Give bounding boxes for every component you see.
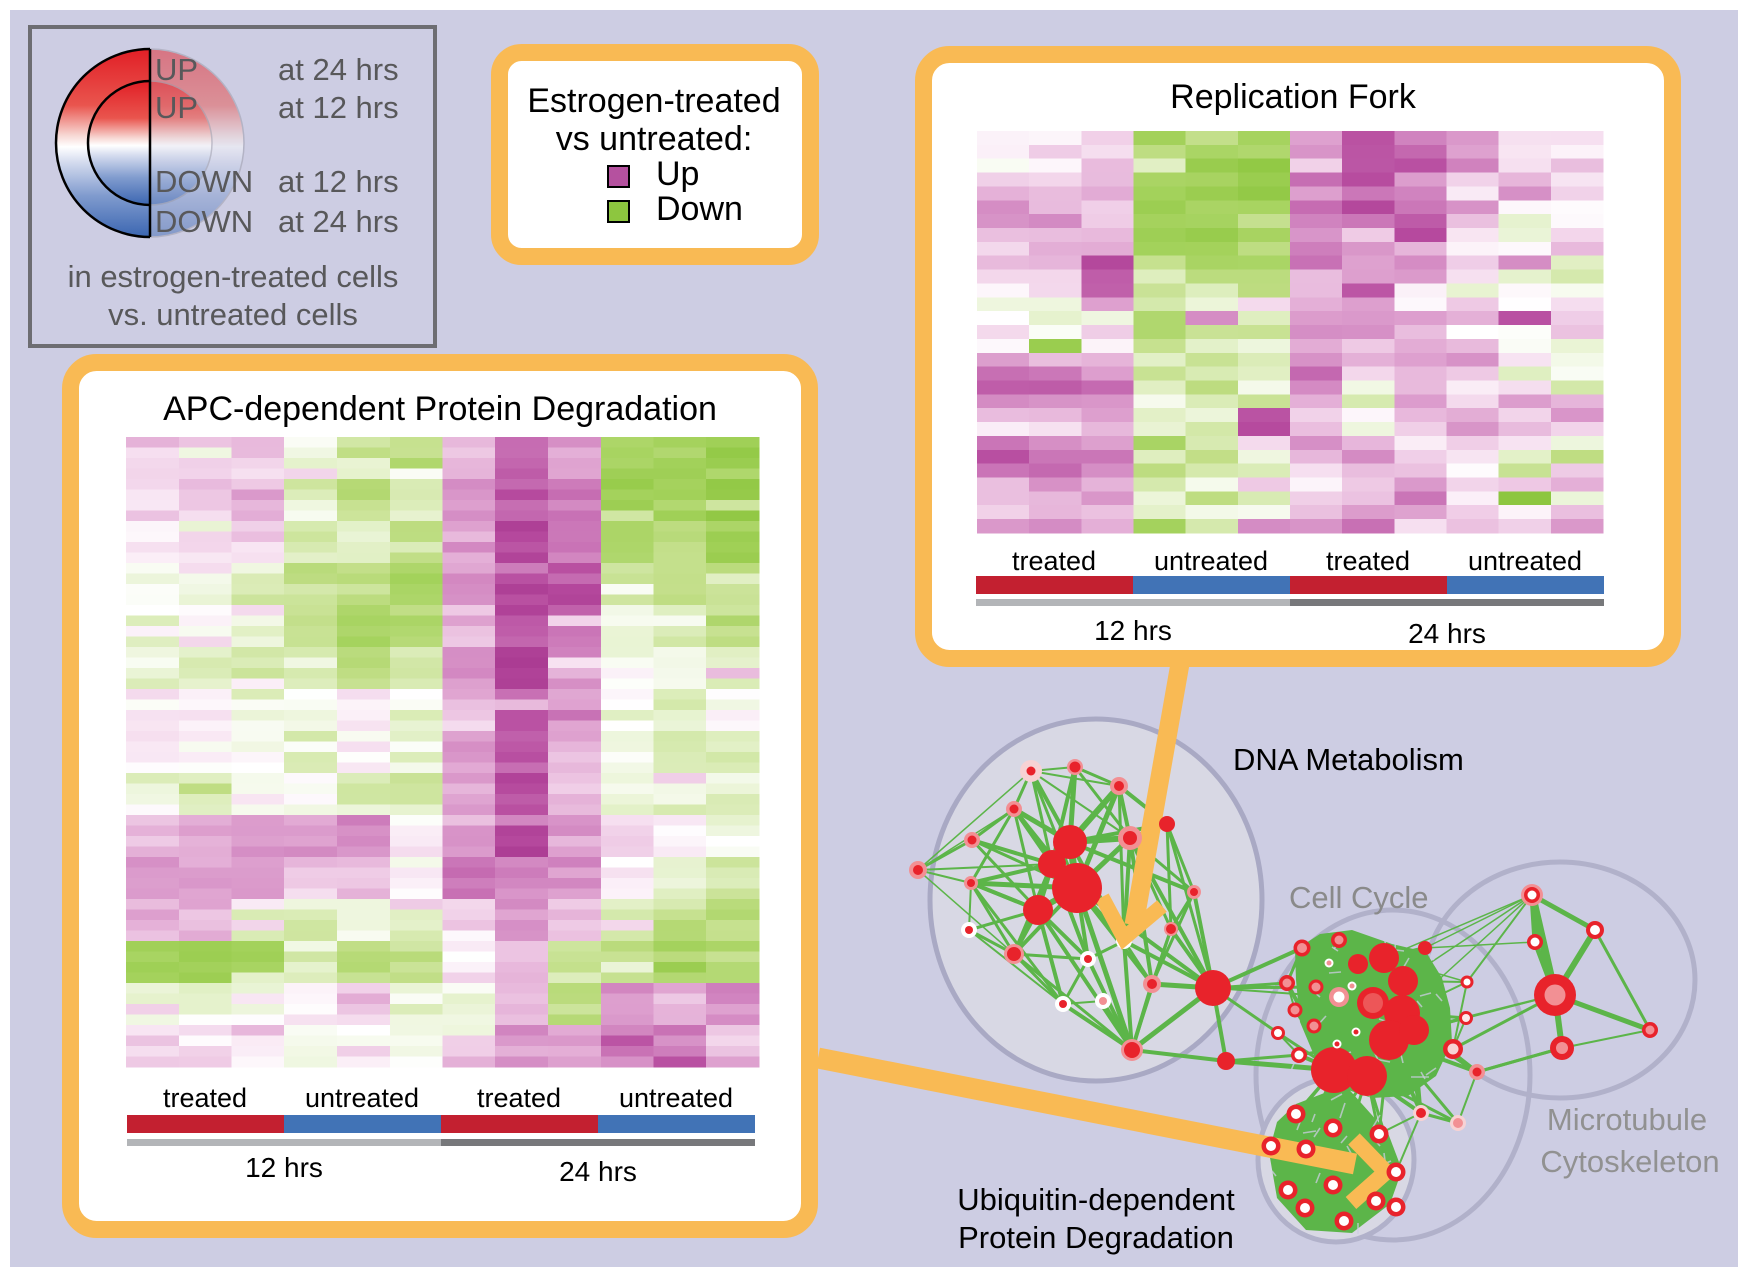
svg-text:Up: Up (656, 155, 699, 193)
svg-text:untreated: untreated (305, 1083, 419, 1113)
svg-text:Replication Fork: Replication Fork (1170, 78, 1417, 116)
svg-text:untreated: untreated (1154, 546, 1268, 576)
svg-text:untreated: untreated (619, 1083, 733, 1113)
svg-text:treated: treated (1326, 546, 1410, 576)
svg-text:DOWN: DOWN (155, 204, 253, 239)
svg-text:vs untreated:: vs untreated: (556, 120, 753, 158)
svg-text:24 hrs: 24 hrs (1408, 618, 1486, 649)
svg-text:Estrogen-treated: Estrogen-treated (527, 82, 780, 120)
svg-text:treated: treated (163, 1083, 247, 1113)
svg-text:at 12 hrs: at 12 hrs (278, 90, 399, 125)
svg-text:Down: Down (656, 190, 743, 228)
svg-text:Cell Cycle: Cell Cycle (1289, 880, 1429, 915)
svg-text:Ubiquitin-dependent: Ubiquitin-dependent (957, 1182, 1235, 1217)
svg-text:UP: UP (155, 52, 198, 87)
svg-text:at 24 hrs: at 24 hrs (278, 52, 399, 87)
svg-text:12 hrs: 12 hrs (1094, 615, 1172, 646)
svg-text:UP: UP (155, 90, 198, 125)
svg-text:at 12 hrs: at 12 hrs (278, 164, 399, 199)
svg-text:DNA Metabolism: DNA Metabolism (1233, 742, 1464, 777)
svg-text:24 hrs: 24 hrs (559, 1156, 637, 1187)
svg-text:treated: treated (1012, 546, 1096, 576)
svg-text:DOWN: DOWN (155, 164, 253, 199)
svg-text:Protein Degradation: Protein Degradation (958, 1220, 1234, 1255)
svg-text:in estrogen-treated cells: in estrogen-treated cells (68, 259, 399, 294)
svg-text:at 24 hrs: at 24 hrs (278, 204, 399, 239)
svg-text:12 hrs: 12 hrs (245, 1152, 323, 1183)
svg-text:Cytoskeleton: Cytoskeleton (1540, 1144, 1719, 1179)
svg-text:Microtubule: Microtubule (1547, 1102, 1707, 1137)
svg-text:untreated: untreated (1468, 546, 1582, 576)
svg-text:vs. untreated cells: vs. untreated cells (108, 297, 358, 332)
svg-text:treated: treated (477, 1083, 561, 1113)
svg-text:APC-dependent Protein Degradat: APC-dependent Protein Degradation (163, 390, 717, 428)
